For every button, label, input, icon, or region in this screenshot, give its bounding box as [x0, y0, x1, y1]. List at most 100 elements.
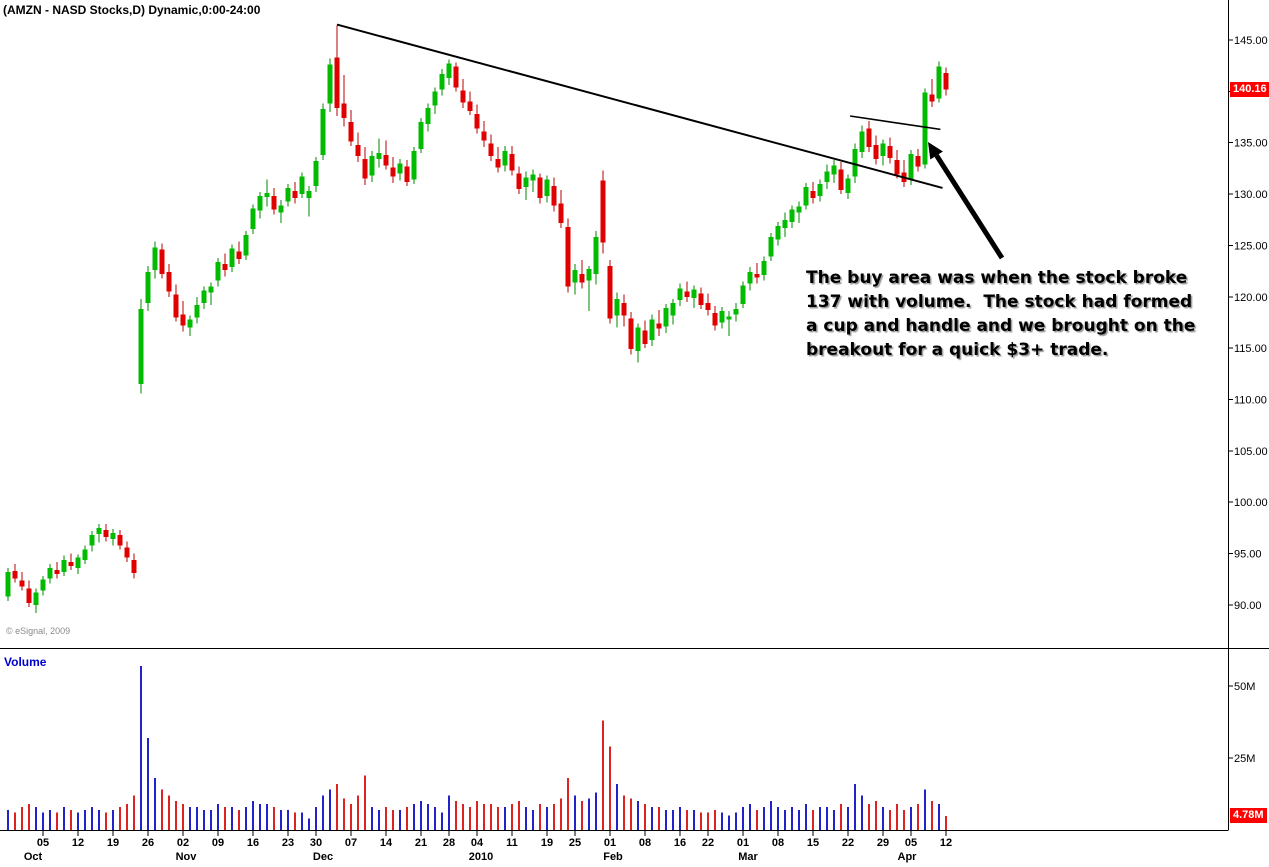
candle-body [362, 159, 368, 179]
volume-bar [259, 804, 261, 830]
candle-body [719, 311, 725, 323]
candle-body [516, 173, 522, 189]
candle-body [936, 66, 942, 99]
volume-bar [616, 783, 618, 830]
month-label: Nov [176, 851, 198, 863]
candle-body [250, 208, 256, 230]
volume-bar [406, 806, 408, 830]
candle-body [747, 272, 753, 284]
candle-body [817, 183, 823, 197]
candle-body [376, 152, 382, 160]
volume-bar [231, 806, 233, 830]
volume-bar [112, 809, 114, 830]
volume-bar [462, 804, 464, 830]
candle-body [705, 302, 711, 311]
candle-body [355, 144, 361, 157]
volume-bar [273, 806, 275, 830]
volume-bar [413, 804, 415, 830]
volume-bar [455, 801, 457, 830]
volume-bar [910, 806, 912, 830]
esignal-copyright: © eSignal, 2009 [6, 626, 71, 636]
candle-body [537, 177, 543, 199]
candle-body [278, 205, 284, 213]
month-label: Oct [24, 851, 43, 863]
candle-body [61, 559, 67, 573]
candle-body [880, 143, 886, 157]
trade-note-line-1: The buy area was when the stock broke [806, 268, 1188, 288]
candle-body [47, 567, 53, 579]
candle-body [75, 557, 81, 568]
volume-bar [728, 815, 730, 830]
date-label: 05 [905, 837, 917, 849]
candle-body [551, 185, 557, 206]
candle-body [187, 319, 193, 328]
price-axis-label: 110.00 [1234, 395, 1267, 407]
trade-note-line-3: a cup and handle and we brought on the [806, 316, 1196, 336]
volume-bar [105, 812, 107, 830]
volume-bar [399, 809, 401, 830]
candle-body [796, 206, 802, 213]
candle-body [670, 302, 676, 316]
volume-bar [882, 806, 884, 830]
volume-bar [217, 804, 219, 830]
breakout-arrow-head [928, 142, 943, 160]
candle-body [26, 588, 32, 603]
candle-body [908, 154, 914, 180]
trade-note-line-4: breakout for a quick $3+ trade. [806, 340, 1109, 360]
volume-bar [742, 806, 744, 830]
candle-body [243, 235, 249, 256]
candle-body [40, 579, 46, 591]
candle-body [761, 260, 767, 276]
candle-body [89, 535, 95, 546]
candle-body [271, 196, 277, 210]
volume-bar [903, 809, 905, 830]
candle-body [922, 92, 928, 165]
candle-body [614, 298, 620, 316]
candle-body [313, 161, 319, 186]
candle-body [425, 107, 431, 125]
price-axis-label: 95.00 [1234, 549, 1262, 561]
candle-body [803, 186, 809, 206]
volume-bar [343, 798, 345, 830]
candle-body [579, 274, 585, 283]
volume-bar [266, 804, 268, 830]
candle-body [838, 169, 844, 190]
volume-bar [623, 795, 625, 830]
volume-bar [763, 806, 765, 830]
candle-body [789, 209, 795, 222]
candle-body [236, 251, 242, 259]
candle-body [684, 291, 690, 297]
candle-body [222, 263, 228, 271]
volume-bar [924, 789, 926, 830]
volume-bar [329, 789, 331, 830]
volume-bar [504, 806, 506, 830]
volume-axis [1228, 685, 1233, 759]
candle-body [481, 131, 487, 141]
volume-bar [679, 806, 681, 830]
volume-series [7, 665, 947, 830]
volume-bar [595, 792, 597, 830]
volume-bar [560, 798, 562, 830]
candle-body [159, 249, 165, 275]
date-label: 22 [842, 837, 854, 849]
candle-body [831, 165, 837, 175]
candle-body [509, 154, 515, 171]
date-label: 09 [212, 837, 224, 849]
price-axis-label: 100.00 [1234, 497, 1268, 509]
volume-bar [126, 804, 128, 830]
candle-body [754, 274, 760, 278]
candle-body [418, 122, 424, 149]
volume-bar [511, 804, 513, 830]
volume-bar [308, 818, 310, 830]
volume-bar [819, 806, 821, 830]
volume-bar [392, 809, 394, 830]
chart-title: (AMZN - NASD Stocks,D) Dynamic,0:00-24:0… [3, 3, 261, 17]
volume-bar [588, 798, 590, 830]
volume-bar [812, 809, 814, 830]
candle-body [929, 94, 935, 102]
date-label: 12 [72, 837, 84, 849]
volume-bar [357, 795, 359, 830]
volume-bar [371, 806, 373, 830]
volume-bar [525, 806, 527, 830]
